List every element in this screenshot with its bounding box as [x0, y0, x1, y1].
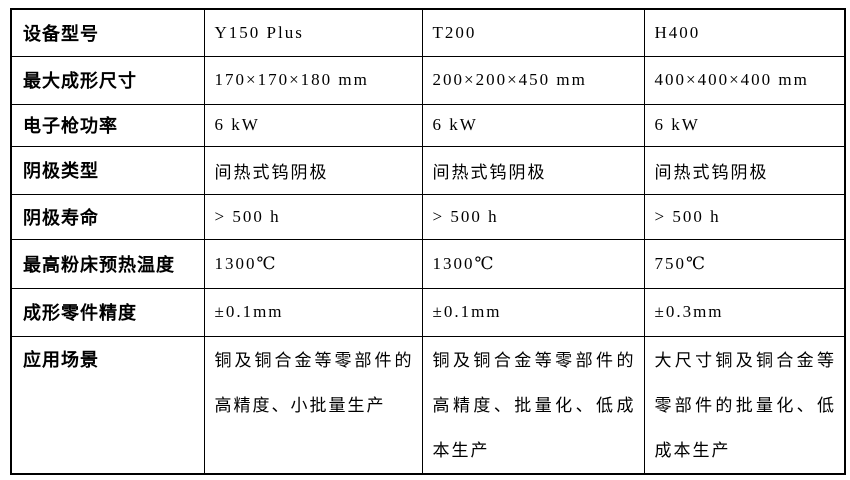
spec-value-cathode-life-3: > 500 h	[643, 193, 846, 240]
table-row-max-preheat-temperature: 最高粉床预热温度 1300℃ 1300℃ 750℃	[10, 238, 846, 289]
spec-value-electron-gun-power-2: 6 kW	[421, 103, 645, 147]
spec-value-max-build-size-2: 200×200×450 mm	[421, 55, 645, 105]
spec-value-max-preheat-temperature-1: 1300℃	[203, 238, 423, 289]
table-row-part-accuracy: 成形零件精度 ±0.1mm ±0.1mm ±0.3mm	[10, 287, 846, 337]
spec-value-application-scenario-2: 铜及铜合金等零部件的高精度、批量化、低成本生产	[421, 335, 645, 474]
spec-value-max-preheat-temperature-2: 1300℃	[421, 238, 645, 289]
spec-value-max-build-size-1: 170×170×180 mm	[203, 55, 423, 105]
spec-value-device-model-3: H400	[643, 8, 846, 57]
spec-value-electron-gun-power-1: 6 kW	[203, 103, 423, 147]
spec-value-part-accuracy-2: ±0.1mm	[421, 287, 645, 337]
spec-value-cathode-life-2: > 500 h	[421, 193, 645, 240]
spec-value-part-accuracy-3: ±0.3mm	[643, 287, 846, 337]
spec-value-cathode-type-2: 间热式钨阴极	[421, 145, 645, 195]
spec-value-max-preheat-temperature-3: 750℃	[643, 238, 846, 289]
spec-label-max-preheat-temperature: 最高粉床预热温度	[10, 238, 205, 289]
spec-label-part-accuracy: 成形零件精度	[10, 287, 205, 337]
table-row-electron-gun-power: 电子枪功率 6 kW 6 kW 6 kW	[10, 103, 846, 147]
spec-value-device-model-2: T200	[421, 8, 645, 57]
table-row-cathode-life: 阴极寿命 > 500 h > 500 h > 500 h	[10, 193, 846, 240]
spec-value-max-build-size-3: 400×400×400 mm	[643, 55, 846, 105]
spec-value-cathode-life-1: > 500 h	[203, 193, 423, 240]
spec-value-application-scenario-1: 铜及铜合金等零部件的高精度、小批量生产	[203, 335, 423, 474]
spec-label-cathode-life: 阴极寿命	[10, 193, 205, 240]
spec-value-application-scenario-3: 大尺寸铜及铜合金等零部件的批量化、低成本生产	[643, 335, 846, 474]
spec-value-cathode-type-1: 间热式钨阴极	[203, 145, 423, 195]
spec-label-cathode-type: 阴极类型	[10, 145, 205, 195]
table-row-cathode-type: 阴极类型 间热式钨阴极 间热式钨阴极 间热式钨阴极	[10, 145, 846, 195]
spec-label-device-model: 设备型号	[10, 8, 205, 57]
spec-value-electron-gun-power-3: 6 kW	[643, 103, 846, 147]
spec-label-max-build-size: 最大成形尺寸	[10, 55, 205, 105]
table-row-max-build-size: 最大成形尺寸 170×170×180 mm 200×200×450 mm 400…	[10, 55, 846, 105]
spec-value-cathode-type-3: 间热式钨阴极	[643, 145, 846, 195]
spec-table: 设备型号 Y150 Plus T200 H400 最大成形尺寸 170×170×…	[10, 8, 846, 475]
table-row-device-model: 设备型号 Y150 Plus T200 H400	[10, 8, 846, 57]
spec-value-device-model-1: Y150 Plus	[203, 8, 423, 57]
spec-value-part-accuracy-1: ±0.1mm	[203, 287, 423, 337]
table-row-application-scenario: 应用场景 铜及铜合金等零部件的高精度、小批量生产 铜及铜合金等零部件的高精度、批…	[10, 335, 846, 474]
spec-label-application-scenario: 应用场景	[10, 335, 205, 474]
spec-label-electron-gun-power: 电子枪功率	[10, 103, 205, 147]
